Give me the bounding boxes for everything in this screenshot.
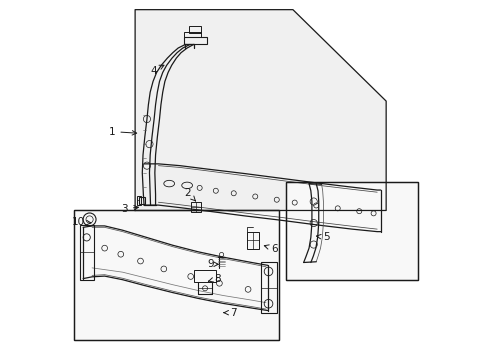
Bar	[74, 211, 278, 339]
Text: 7: 7	[224, 308, 236, 318]
Bar	[194, 270, 215, 282]
Bar	[139, 197, 144, 204]
Text: 10: 10	[72, 217, 91, 227]
Text: 5: 5	[316, 232, 329, 242]
Text: 8: 8	[208, 274, 220, 284]
Bar	[183, 32, 201, 37]
Text: 6: 6	[264, 244, 278, 254]
Text: 2: 2	[183, 188, 195, 201]
Bar	[190, 202, 201, 212]
Text: 3: 3	[121, 204, 138, 214]
Text: 4: 4	[150, 65, 163, 76]
Bar	[260, 262, 276, 314]
Bar	[188, 26, 201, 33]
Bar	[80, 225, 94, 280]
Text: 1: 1	[108, 127, 136, 136]
Text: 9: 9	[207, 259, 218, 269]
Bar	[247, 232, 258, 249]
Bar	[285, 182, 418, 280]
Polygon shape	[135, 10, 386, 211]
Bar	[183, 37, 206, 44]
Bar	[285, 182, 418, 280]
Bar	[74, 211, 278, 339]
Bar	[137, 196, 140, 205]
